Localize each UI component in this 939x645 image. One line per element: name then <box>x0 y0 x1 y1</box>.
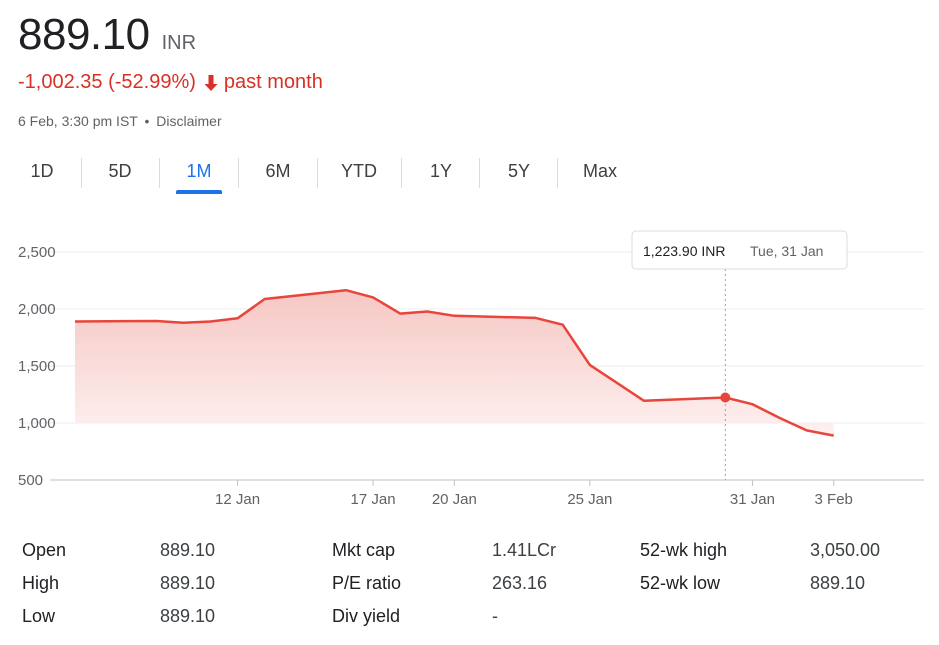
tab-label: 5Y <box>507 161 531 181</box>
tab-label: 1D <box>30 161 54 181</box>
stat-52wk-high-value: 3,050.00 <box>810 540 881 560</box>
tab-divider <box>81 158 82 188</box>
tab-divider <box>317 158 318 188</box>
tooltip-date: Tue, 31 Jan <box>750 243 823 259</box>
price-line <box>74 288 834 437</box>
stat-low-value: 889.10 <box>160 606 216 626</box>
tab-divider <box>159 158 160 188</box>
stat-div-yield-label: Div yield <box>332 606 401 626</box>
stat-mktcap-label: Mkt cap <box>332 540 396 560</box>
stat-pe-value: 263.16 <box>492 573 548 593</box>
tab-divider <box>479 158 480 188</box>
meta-separator: • <box>144 113 150 129</box>
x-tick-label: 31 Jan <box>730 491 775 508</box>
tab-divider <box>557 158 558 188</box>
tab-label: 1M <box>186 161 212 181</box>
x-axis: 12 Jan 17 Jan 20 Jan 25 Jan 31 Jan 3 Feb <box>215 480 853 508</box>
range-tabs: 1D 5D 1M 6M YTD 1Y 5Y Max <box>0 150 660 194</box>
stat-high-label: High <box>22 573 60 593</box>
currency-code: INR <box>161 32 197 54</box>
tab-6m[interactable]: 6M <box>254 150 302 194</box>
tab-label: YTD <box>341 161 377 181</box>
tab-5y[interactable]: 5Y <box>495 150 543 194</box>
y-tick-label: 2,000 <box>18 301 56 318</box>
price-change-period: past month <box>223 71 323 93</box>
stat-high-value: 889.10 <box>160 573 216 593</box>
stat-open-label: Open <box>22 540 67 560</box>
y-tick-label: 1,000 <box>18 415 56 432</box>
stat-52wk-low-value: 889.10 <box>810 573 866 593</box>
quote-timestamp: 6 Feb, 3:30 pm IST <box>18 113 138 129</box>
stat-52wk-low-label: 52-wk low <box>640 573 721 593</box>
y-axis: 2,500 2,000 1,500 1,000 500 <box>18 244 56 489</box>
current-price: 889.10 <box>18 10 150 59</box>
tab-divider <box>401 158 402 188</box>
x-tick-label: 3 Feb <box>815 491 853 508</box>
tab-5d[interactable]: 5D <box>96 150 144 194</box>
x-tick-label: 12 Jan <box>215 491 260 508</box>
price-change: -1,002.35 (-52.99%) past month <box>18 71 323 94</box>
stat-div-yield-value: - <box>492 606 498 626</box>
tab-ytd[interactable]: YTD <box>333 150 385 194</box>
price-header: 889.10 INR <box>18 10 196 60</box>
stat-open-value: 889.10 <box>160 540 216 560</box>
tab-1m[interactable]: 1M <box>174 150 224 194</box>
disclaimer-link[interactable]: Disclaimer <box>156 113 222 129</box>
hover-point <box>720 392 731 403</box>
y-tick-label: 1,500 <box>18 358 56 375</box>
y-tick-label: 2,500 <box>18 244 56 261</box>
x-tick-label: 25 Jan <box>567 491 612 508</box>
stat-52wk-high-label: 52-wk high <box>640 540 728 560</box>
quote-meta: 6 Feb, 3:30 pm IST • Disclaimer <box>18 113 222 129</box>
stat-mktcap-value: 1.41LCr <box>492 540 557 560</box>
stat-pe-label: P/E ratio <box>332 573 402 593</box>
tooltip-box <box>631 230 848 270</box>
stat-low-label: Low <box>22 606 56 626</box>
price-tooltip: 1,223.90 INR Tue, 31 Jan <box>631 230 848 270</box>
tab-label: Max <box>582 161 617 181</box>
tab-label: 6M <box>265 161 291 181</box>
tab-1y[interactable]: 1Y <box>417 150 465 194</box>
tooltip-value: 1,223.90 INR <box>643 243 726 259</box>
x-tick-label: 20 Jan <box>432 491 477 508</box>
arrow-down-icon <box>204 74 218 91</box>
price-change-value: -1,002.35 (-52.99%) <box>18 71 196 93</box>
price-area-fill <box>75 290 834 436</box>
tab-1d[interactable]: 1D <box>18 150 66 194</box>
price-chart[interactable]: 2,500 2,000 1,500 1,000 500 12 Jan 17 Jan 20 J… <box>0 215 939 515</box>
x-tick-label: 17 Jan <box>351 491 396 508</box>
y-tick-label: 500 <box>18 472 43 489</box>
tab-label: 5D <box>108 161 132 181</box>
tab-divider <box>238 158 239 188</box>
tab-label: 1Y <box>429 161 453 181</box>
tab-max[interactable]: Max <box>571 150 629 194</box>
